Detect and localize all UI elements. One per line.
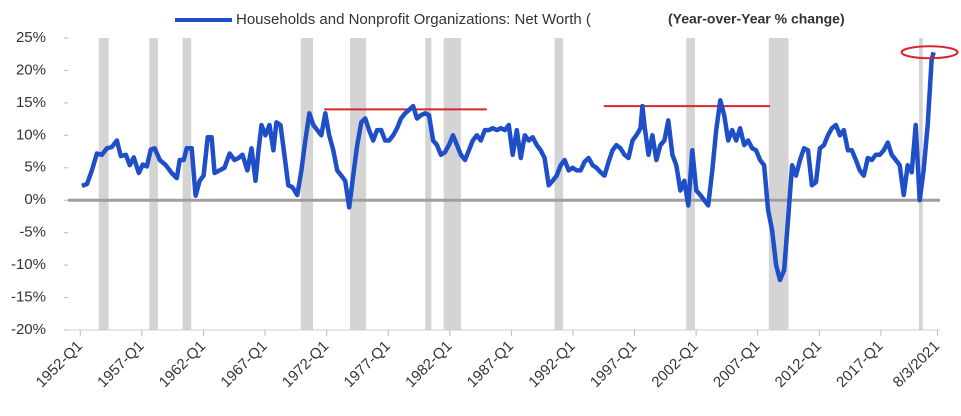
recession-band [425,38,432,330]
x-tick-label: 1997-Q1 [587,338,640,391]
recession-band [98,38,109,330]
x-tick-label: 1992-Q1 [525,338,578,391]
x-tick-label: 2007-Q1 [710,338,763,391]
recession-band [768,38,789,330]
recession-band [182,38,192,330]
x-tick-label: 8/3/2021 [890,338,943,391]
x-tick-label: 1972-Q1 [279,338,332,391]
y-tick-label: 0% [24,191,46,208]
y-tick-label: 15% [16,94,46,111]
x-tick-label: 1977-Q1 [341,338,394,391]
y-tick-label: 25% [16,29,46,46]
y-tick-label: -15% [11,289,46,306]
x-tick-label: 1957-Q1 [94,338,147,391]
x-tick-label: 1987-Q1 [464,338,517,391]
x-tick-label: 1982-Q1 [402,338,455,391]
recession-band [350,38,367,330]
subtitle-box [664,8,876,32]
recession-layer [98,38,923,330]
y-tick-label: -10% [11,256,46,273]
subtitle: (Year-over-Year % change) [668,11,845,27]
recession-band [149,38,158,330]
recession-band [300,38,314,330]
legend-label: Households and Nonprofit Organizations: … [236,11,591,28]
x-tick-label: 2012-Q1 [772,338,825,391]
x-tick-label: 1952-Q1 [33,338,86,391]
y-tick-label: 10% [16,126,46,143]
x-tick-label: 2017-Q1 [833,338,886,391]
recession-band [443,38,461,330]
highlight-ellipse [900,45,959,60]
y-tick-label: 5% [24,159,46,176]
x-tick-label: 2002-Q1 [648,338,701,391]
y-tick-label: -20% [11,321,46,338]
x-tick-label: 1962-Q1 [156,338,209,391]
x-tick-label: 1967-Q1 [217,338,270,391]
y-tick-label: -5% [19,224,46,241]
recession-band [554,38,564,330]
y-tick-label: 20% [16,61,46,78]
series-line [81,51,936,283]
